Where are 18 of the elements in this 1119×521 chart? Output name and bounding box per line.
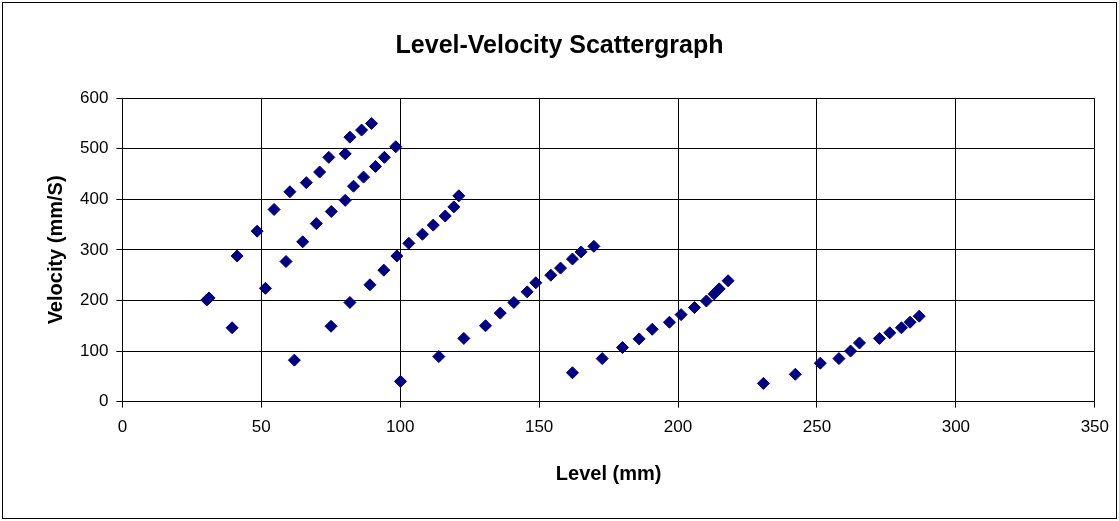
y-tick-label: 0 [98, 391, 109, 411]
y-tick-label: 300 [79, 239, 109, 259]
y-axis-title: Velocity (mm/S) [43, 175, 66, 325]
x-tick-label: 250 [802, 417, 832, 437]
y-tick-label: 500 [79, 138, 109, 158]
x-tick-label: 0 [117, 417, 128, 437]
y-tick-label: 600 [79, 87, 109, 107]
x-tick-label: 100 [386, 417, 415, 437]
y-tick-label: 400 [79, 189, 109, 209]
x-tick-label: 200 [663, 417, 693, 437]
x-tick-label: 50 [251, 417, 271, 437]
x-axis-title: Level (mm) [555, 461, 662, 484]
x-tick-label: 300 [941, 417, 971, 437]
y-tick-label: 200 [79, 290, 109, 310]
chart-title: Level-Velocity Scattergraph [394, 30, 725, 59]
x-tick-label: 350 [1080, 417, 1110, 437]
y-tick-label: 100 [79, 340, 109, 360]
x-tick-label: 150 [524, 417, 554, 437]
